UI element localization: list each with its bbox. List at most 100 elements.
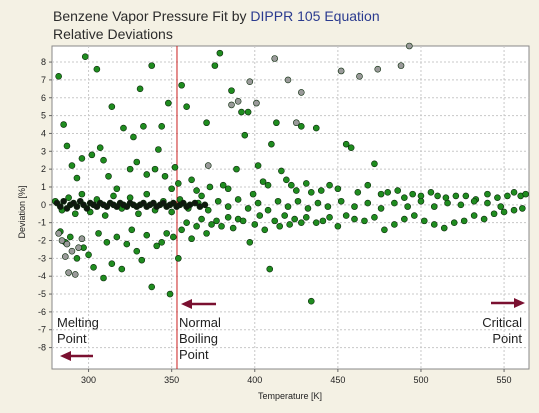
data-point — [168, 185, 175, 193]
data-point — [224, 203, 232, 210]
data-point — [409, 190, 416, 198]
data-point — [128, 226, 136, 234]
data-point — [401, 194, 408, 201]
data-point — [66, 233, 74, 241]
data-point — [218, 222, 225, 230]
data-point — [391, 221, 398, 228]
x-tick-label: 400 — [247, 375, 262, 385]
data-point — [427, 189, 435, 196]
data-point — [312, 219, 320, 226]
y-tick-label: -3 — [38, 253, 46, 263]
data-point — [135, 210, 142, 218]
data-point — [264, 181, 272, 189]
data-point — [304, 205, 312, 212]
data-point — [251, 221, 259, 228]
data-point — [326, 214, 333, 221]
y-tick-label: 3 — [41, 146, 46, 156]
left-arrow-icon — [60, 351, 93, 361]
y-tick-label: -5 — [38, 289, 46, 299]
data-point — [203, 119, 210, 127]
data-point — [228, 101, 235, 109]
data-point — [444, 199, 451, 207]
data-point — [249, 190, 257, 198]
data-point — [133, 247, 141, 255]
data-point — [63, 240, 71, 248]
data-point — [244, 108, 252, 116]
data-point — [452, 192, 460, 200]
data-point — [284, 76, 292, 84]
data-point — [384, 189, 392, 196]
data-point — [274, 197, 282, 205]
data-point — [371, 160, 378, 168]
data-point — [193, 187, 200, 194]
data-point — [312, 124, 320, 132]
data-point — [123, 240, 131, 248]
data-point — [178, 226, 185, 234]
data-point — [430, 221, 438, 228]
data-point — [293, 119, 300, 127]
data-point — [434, 192, 441, 200]
data-point — [68, 247, 76, 255]
data-point — [440, 224, 448, 232]
data-point — [484, 190, 491, 198]
data-point — [60, 197, 67, 205]
data-point — [71, 271, 79, 278]
data-point — [286, 221, 293, 228]
data-point — [211, 62, 219, 69]
data-point — [110, 192, 117, 200]
data-point — [420, 217, 428, 225]
data-point — [108, 103, 116, 110]
data-point — [288, 181, 295, 189]
data-point — [377, 190, 385, 198]
data-point — [241, 131, 249, 139]
data-point — [317, 187, 325, 194]
data-point — [500, 208, 508, 216]
melting-point-label-line1: Melting — [57, 315, 99, 330]
data-point — [55, 73, 62, 80]
data-point — [354, 189, 362, 196]
x-tick-label: 500 — [413, 375, 428, 385]
x-tick-label: 450 — [330, 375, 345, 385]
data-point — [105, 172, 112, 180]
data-point — [238, 108, 245, 116]
data-point — [364, 199, 372, 207]
data-point — [283, 176, 290, 184]
data-point — [93, 65, 101, 73]
data-point — [83, 205, 91, 212]
y-tick-label: 1 — [41, 182, 46, 192]
data-point — [391, 199, 398, 207]
data-point — [100, 156, 107, 164]
data-point — [319, 217, 327, 225]
boiling-point-label-line3: Point — [179, 347, 209, 362]
data-point — [234, 196, 242, 203]
data-point — [61, 253, 69, 260]
data-point — [268, 140, 275, 148]
data-point — [73, 255, 81, 262]
data-point — [417, 197, 425, 205]
y-axis-ticks: 8 7 6 5 4 3 2 1 0 -1 -2 -3 -4 -5 -6 -7 -8 — [38, 57, 52, 353]
data-point — [497, 203, 505, 210]
data-point — [510, 206, 518, 214]
y-tick-label: -2 — [38, 236, 46, 246]
data-point — [170, 233, 177, 241]
data-point — [95, 230, 102, 237]
data-point — [377, 205, 385, 212]
data-point — [151, 165, 159, 173]
data-point — [397, 62, 405, 69]
x-tick-label: 300 — [81, 375, 96, 385]
data-point — [374, 65, 382, 73]
data-point — [101, 212, 109, 219]
x-tick-label: 550 — [497, 375, 512, 385]
data-point — [291, 215, 298, 223]
chart-title: Benzene Vapor Pressure Fit by DIPPR 105 … — [53, 8, 380, 25]
data-point — [254, 199, 262, 207]
data-point — [175, 180, 182, 187]
data-point — [273, 119, 280, 127]
critical-point-label-line1: Critical — [482, 315, 522, 330]
data-point — [158, 238, 165, 246]
data-point — [166, 290, 174, 298]
data-point — [155, 146, 162, 153]
data-point — [480, 215, 488, 223]
data-point — [302, 180, 310, 187]
